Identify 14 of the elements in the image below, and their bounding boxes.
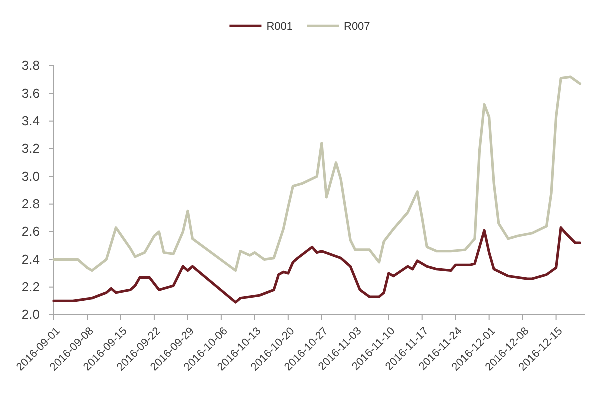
- y-tick-label: 3.2: [22, 141, 40, 156]
- y-tick-label: 3.8: [22, 58, 40, 74]
- y-tick-label: 2.0: [22, 307, 40, 322]
- legend-label: R007: [344, 20, 370, 33]
- y-tick-label: 3.0: [22, 168, 40, 184]
- y-tick-label: 2.4: [22, 252, 40, 267]
- y-tick-label: 3.4: [22, 113, 40, 128]
- y-tick-label: 3.6: [22, 86, 40, 101]
- legend-label: R001: [266, 20, 293, 33]
- line-series: [52, 76, 582, 272]
- y-tick-label: 2.6: [22, 224, 40, 240]
- y-tick-label: 2.2: [22, 279, 40, 294]
- y-tick-label: 2.8: [22, 196, 40, 212]
- line-series: [52, 226, 582, 304]
